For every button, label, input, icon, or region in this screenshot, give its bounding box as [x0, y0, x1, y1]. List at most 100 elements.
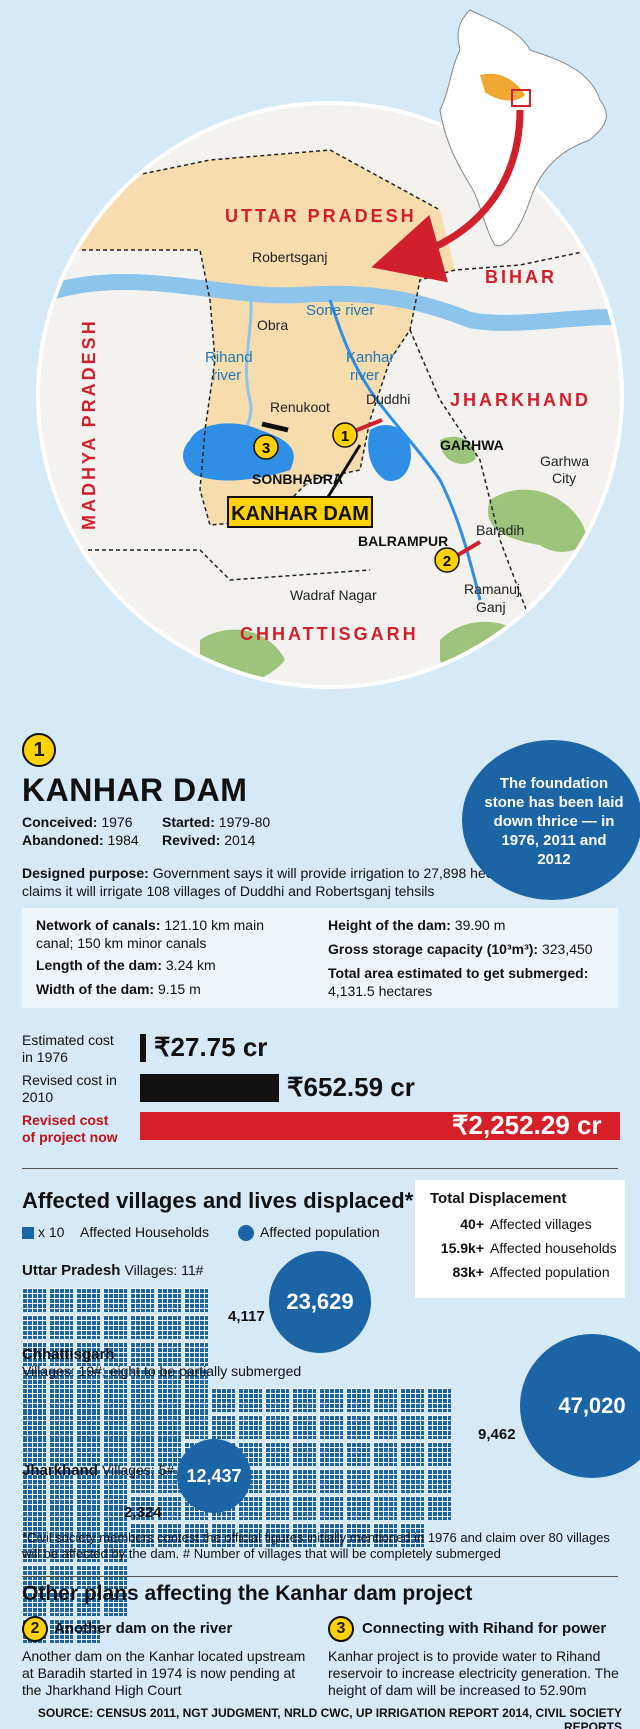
state-border: [60, 549, 371, 581]
india-inset: [439, 9, 607, 247]
population-legend-dot: [238, 1225, 254, 1241]
household-block: [103, 1388, 127, 1412]
household-block: [103, 1315, 127, 1339]
household-block: [373, 1415, 397, 1439]
household-block: [157, 1442, 181, 1466]
plan-marker-3: 3: [328, 1616, 354, 1642]
place-duddhi: Duddhi: [366, 391, 410, 407]
abandoned-label: Abandoned:: [22, 832, 104, 848]
started-label: Started:: [162, 814, 215, 830]
household-block: [22, 1592, 46, 1616]
spec-width-label: Width of the dam:: [36, 981, 155, 997]
household-block: [184, 1288, 208, 1312]
household-block: [427, 1496, 451, 1520]
spec-submerged-value: 4,131.5 hectares: [328, 983, 433, 999]
state-chhattisgarh-title: Chhattisgarh Villages: 19#; eight to be …: [22, 1346, 301, 1380]
forest-patch: [440, 436, 476, 464]
state-label-jharkhand: JHARKHAND: [450, 390, 591, 410]
household-legend-square: [22, 1227, 34, 1239]
household-block: [373, 1523, 397, 1547]
foundation-note-circle: The foundation stone has been laid down …: [462, 740, 640, 900]
household-block: [76, 1288, 100, 1312]
household-block: [427, 1442, 451, 1466]
total-value: 15.9k+: [440, 1240, 484, 1256]
footnote: *Civil society members contest the offic…: [22, 1530, 610, 1561]
household-block: [76, 1442, 100, 1466]
river-label-rihand-2: river: [212, 367, 241, 384]
source-line: SOURCE: CENSUS 2011, NGT JUDGMENT, NRLD …: [37, 1706, 622, 1729]
spec-length: Length of the dam: 3.24 km: [36, 956, 216, 974]
plan-3-body: Kanhar project is to provide water to Ri…: [328, 1648, 619, 1698]
place-robertsganj: Robertsganj: [252, 249, 328, 265]
household-block: [184, 1315, 208, 1339]
spec-width: Width of the dam: 9.15 m: [36, 980, 201, 998]
household-block: [76, 1388, 100, 1412]
ch-households-count: 9,462: [478, 1426, 516, 1443]
household-block: [211, 1388, 235, 1412]
marker-2-label: 2: [443, 553, 451, 570]
household-block: [211, 1523, 235, 1547]
household-block: [49, 1619, 73, 1643]
legend-households-label: Affected Households: [80, 1224, 209, 1240]
household-block: [346, 1496, 370, 1520]
household-block: [400, 1415, 424, 1439]
place-balrampur: BALRAMPUR: [358, 533, 448, 549]
household-block: [319, 1496, 343, 1520]
cost-label-1976: Estimated cost in 1976: [22, 1032, 114, 1066]
total-value: 40+: [460, 1216, 484, 1232]
household-block: [76, 1315, 100, 1339]
plan-2-body: Another dam on the Kanhar located upstre…: [22, 1648, 306, 1698]
household-block: [265, 1388, 289, 1412]
household-block: [103, 1538, 127, 1562]
divider: [22, 1576, 618, 1577]
household-block: [292, 1469, 316, 1493]
household-block: [265, 1469, 289, 1493]
sone-river: [40, 274, 620, 331]
household-block: [130, 1442, 154, 1466]
cost-value-label: ₹2,252.29 cr: [452, 1110, 602, 1140]
conceived-line: Conceived: 1976: [22, 814, 133, 830]
marker-2: [434, 547, 460, 573]
household-block: [49, 1288, 73, 1312]
cost-value-label: ₹27.75 cr: [154, 1032, 268, 1062]
locator-arrow: [371, 109, 524, 283]
place-obra: Obra: [257, 317, 288, 333]
household-block: [400, 1388, 424, 1412]
spec-length-label: Length of the dam:: [36, 957, 162, 973]
kanhar-dam-title: KANHAR DAM: [22, 772, 248, 808]
plan-3-title: Connecting with Rihand for power: [362, 1620, 607, 1637]
state-up-villages: Villages: 11#: [124, 1262, 204, 1278]
cost-label-1976-line-2: in 1976: [22, 1049, 68, 1065]
household-block: [319, 1469, 343, 1493]
spec-width-value: 9.15 m: [157, 981, 201, 997]
spec-storage-label: Gross storage capacity (10³m³):: [328, 941, 539, 957]
household-block: [157, 1415, 181, 1439]
household-block: [373, 1469, 397, 1493]
place-ramanuj-ganj-2: Ganj: [476, 599, 506, 615]
revived-label: Revived:: [162, 832, 221, 848]
river-label-kanhar-2: river: [350, 367, 379, 384]
household-block: [76, 1342, 100, 1366]
place-baradih: Baradih: [476, 522, 524, 538]
cost-label-now: Revised cost of project now: [22, 1112, 118, 1146]
household-block: [157, 1496, 181, 1520]
total-displacement-row: 40+ Affected villages: [430, 1216, 591, 1232]
forest-patch: [440, 621, 540, 682]
household-block: [211, 1415, 235, 1439]
place-sonbhadra: SONBHADRA: [252, 471, 343, 487]
household-block: [76, 1415, 100, 1439]
household-block: [22, 1565, 46, 1589]
cost-label-now-line-2: of project now: [22, 1129, 118, 1145]
ch-population-circle: 47,020: [520, 1334, 640, 1478]
household-block: [103, 1511, 127, 1535]
marker-1-dam-line: [351, 418, 383, 434]
kanhar-river: [328, 299, 482, 601]
purpose-text: Government says it will provide irrigati…: [22, 865, 556, 899]
spec-canals-value-2: canal; 150 km minor canals: [36, 935, 207, 951]
place-garhwa: GARHWA: [440, 437, 504, 453]
household-block: [103, 1484, 127, 1508]
household-block: [265, 1496, 289, 1520]
total-displacement-box: [415, 1180, 625, 1298]
place-ramanuj-ganj: Ramanuj: [464, 581, 520, 597]
household-block: [22, 1342, 46, 1366]
